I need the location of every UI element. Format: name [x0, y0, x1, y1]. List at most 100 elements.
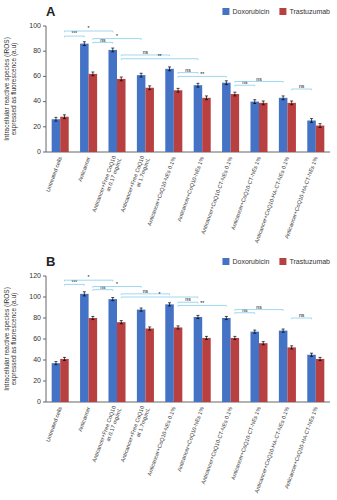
error-bar [233, 92, 236, 96]
legend-label: Trastuzumab [289, 258, 330, 265]
error-bar [83, 292, 86, 296]
bar [287, 347, 296, 402]
y-axis-label: Intracellular reactive species (iROS)exp… [3, 287, 18, 391]
bar [89, 318, 98, 402]
error-bar [310, 119, 313, 123]
significance-label: ns [143, 288, 149, 294]
error-bar [54, 362, 57, 365]
y-tick [43, 51, 46, 52]
bar [52, 119, 61, 152]
significance-label: ** [158, 53, 162, 59]
bar-series [60, 316, 324, 402]
error-bar [177, 326, 180, 329]
y-axis: 020406080100 [29, 22, 46, 155]
legend-label: Trastuzumab [289, 8, 330, 15]
bar [60, 117, 69, 152]
bar-series [52, 42, 316, 152]
legend: Doxorubicin Trastuzumab [222, 258, 330, 265]
legend-label: Doxorubicin [232, 8, 269, 15]
annotations: ****ns*ns*ns**nsnsns [64, 274, 311, 319]
error-bar [168, 303, 171, 306]
y-tick-label: 40 [33, 356, 41, 363]
significance-label: *** [71, 279, 77, 285]
bar [80, 44, 89, 152]
significance-label: ns [299, 312, 305, 318]
error-bar [205, 96, 208, 100]
bar [231, 94, 240, 152]
legend-swatch [279, 258, 286, 265]
error-bar [140, 73, 143, 77]
error-bar [290, 346, 293, 349]
x-tick-label: Anticancer+CoQ10-HA-CT-NEs 0.1% [253, 406, 290, 494]
y-tick [43, 76, 46, 77]
error-bar [225, 316, 228, 319]
y-tick [43, 360, 46, 361]
x-tick-label: Anticancer+CoQ10-CT-NEs 1% [230, 156, 262, 231]
bar [137, 310, 146, 402]
significance-label: ns [185, 67, 191, 73]
significance-label: * [116, 281, 118, 287]
error-bar [83, 42, 86, 46]
x-tick-label: Anticancer+CoQ10-CT-NEs 0.1% [200, 156, 234, 235]
bar [165, 304, 174, 402]
bar [202, 338, 211, 402]
error-bar [282, 329, 285, 332]
error-bar [91, 72, 94, 76]
x-tick-label: Anticancer+CoQ10-HA-CT-NEs 1% [283, 156, 318, 240]
x-tick-label: Anticancer+CoQ10-CT-NEs 0.1% [200, 406, 234, 485]
figure: A Intracellular reactive species (iROS)ex… [0, 0, 337, 500]
error-bar [196, 315, 199, 318]
y-tick-label: 20 [33, 377, 41, 384]
y-tick-label: 60 [33, 72, 41, 79]
bar [287, 103, 296, 152]
legend-item: Doxorubicin [222, 8, 269, 15]
error-bar [120, 321, 123, 324]
error-bar [262, 101, 265, 105]
bar [117, 79, 126, 152]
significance-label: * [159, 291, 161, 297]
y-tick-label: 100 [29, 293, 41, 300]
bar [80, 294, 89, 402]
x-tick-label: Anticancer+Free CoQ10at 0.17 mg/mL [91, 155, 123, 215]
bar [279, 98, 288, 152]
bar [307, 121, 316, 153]
bar [222, 83, 231, 152]
bar [89, 74, 98, 152]
bar [137, 75, 146, 152]
y-tick [43, 101, 46, 102]
title: B [46, 254, 55, 269]
y-tick [43, 26, 46, 27]
bar [174, 90, 183, 152]
x-tick-label: Untreated cells [45, 156, 63, 193]
bar [108, 50, 117, 152]
bar [316, 359, 325, 402]
legend-swatch [279, 8, 286, 15]
bar [145, 88, 154, 152]
panel: AIntracellular reactive species (iROS)ex… [3, 4, 330, 244]
legend-item: Doxorubicin [222, 258, 269, 265]
legend-item: Trastuzumab [279, 8, 330, 15]
x-axis: Untreated cellsAnticancerAnticancer+Free… [45, 405, 319, 494]
error-bar [262, 342, 265, 345]
bar [194, 85, 203, 152]
significance-label: ns [256, 304, 262, 310]
bar [202, 98, 211, 152]
error-bar [63, 115, 66, 119]
significance-label: ** [200, 300, 204, 306]
error-bar [168, 67, 171, 71]
significance-label: ns [185, 296, 191, 302]
significance-label: ns [100, 37, 106, 43]
title: A [46, 4, 56, 19]
error-bar [290, 101, 293, 105]
legend-swatch [222, 258, 229, 265]
y-tick-label: 100 [29, 22, 41, 29]
bar [174, 327, 183, 402]
legend: Doxorubicin Trastuzumab [222, 8, 330, 15]
legend-item: Trastuzumab [279, 258, 330, 265]
bar [231, 338, 240, 402]
x-tick-label: Anticancer+CoQ10-NEs 1% [176, 406, 205, 472]
x-tick-label: Anticancer+CoQ10-NEs 1% [176, 156, 205, 222]
y-tick [43, 126, 46, 127]
x-tick-label: Anticancer [77, 406, 92, 433]
y-tick-label: 0 [37, 148, 41, 155]
